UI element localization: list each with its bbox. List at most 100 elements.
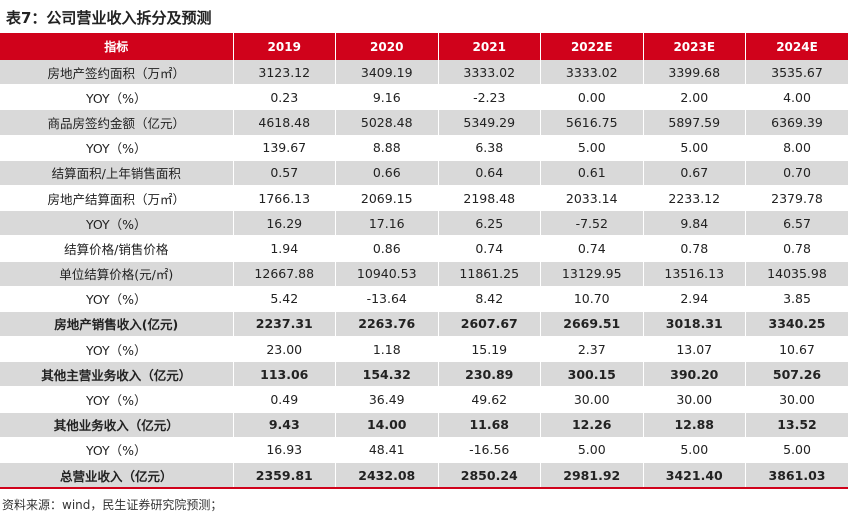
row-label: 总营业收入（亿元） [0, 462, 234, 490]
row-label: 结算面积/上年销售面积 [0, 160, 234, 186]
table-cell: 10.67 [745, 336, 848, 363]
revenue-forecast-table: 指标 2019 2020 2021 2022E 2023E 2024E 房地产签… [0, 33, 848, 490]
table-cell: 11861.25 [438, 261, 541, 287]
table-cell: -7.52 [540, 210, 644, 237]
table-cell: 154.32 [335, 361, 439, 388]
table-cell: 1.94 [233, 235, 336, 262]
table-cell: 5616.75 [540, 109, 644, 136]
table-row: 结算价格/销售价格 1.94 0.86 0.74 0.74 0.78 0.78 [0, 235, 848, 262]
table-cell: 13129.95 [540, 261, 644, 287]
table-cell: 2850.24 [438, 462, 541, 490]
table-cell: 0.57 [233, 160, 336, 186]
table-cell: 507.26 [745, 361, 848, 388]
table-cell: 0.49 [233, 386, 336, 413]
table-cell: 3409.19 [335, 60, 439, 86]
table-cell: 2669.51 [540, 311, 644, 338]
table-cell: 0.23 [233, 84, 336, 111]
table-cell: 6.25 [438, 210, 541, 237]
table-cell: 300.15 [540, 361, 644, 388]
table-cell: 0.67 [643, 160, 746, 186]
table-cell: 5028.48 [335, 109, 439, 136]
header-cell-2020: 2020 [335, 33, 439, 60]
table-body: 房地产签约面积（万㎡） 3123.12 3409.19 3333.02 3333.02 3… [0, 60, 848, 490]
table-cell: 3018.31 [643, 311, 746, 338]
table-cell: 10940.53 [335, 261, 439, 287]
table-cell: 139.67 [233, 135, 336, 161]
row-label: YOY（%） [0, 437, 234, 464]
row-label: 房地产结算面积（万㎡） [0, 185, 234, 212]
table-cell: 0.61 [540, 160, 644, 186]
table-cell: 0.66 [335, 160, 439, 186]
table-cell: 3861.03 [745, 462, 848, 490]
table-row: YOY（%） 0.49 36.49 49.62 30.00 30.00 30.00 [0, 386, 848, 413]
row-label: YOY（%） [0, 386, 234, 413]
table-row: 房地产销售收入(亿元) 2237.31 2263.76 2607.67 2669.51 3… [0, 311, 848, 338]
table-cell: 17.16 [335, 210, 439, 237]
row-label: 其他主营业务收入（亿元） [0, 361, 234, 388]
table-cell: 2033.14 [540, 185, 644, 212]
row-label: 其他业务收入（亿元） [0, 412, 234, 438]
row-label: 房地产销售收入(亿元) [0, 311, 234, 338]
table-cell: 5.00 [643, 437, 746, 464]
table-cell: 49.62 [438, 386, 541, 413]
table-cell: 3535.67 [745, 60, 848, 86]
table-cell: 0.78 [745, 235, 848, 262]
table-cell: 8.88 [335, 135, 439, 161]
table-cell: 2981.92 [540, 462, 644, 490]
table-cell: 30.00 [540, 386, 644, 413]
header-cell-indicator: 指标 [0, 33, 234, 60]
table-row: YOY（%） 5.42 -13.64 8.42 10.70 2.94 3.85 [0, 286, 848, 312]
table-cell: 0.70 [745, 160, 848, 186]
table-row: 房地产结算面积（万㎡） 1766.13 2069.15 2198.48 2033.14 2… [0, 185, 848, 212]
table-cell: 0.74 [438, 235, 541, 262]
table-cell: 4.00 [745, 84, 848, 111]
header-cell-2024e: 2024E [745, 33, 848, 60]
table-cell: 11.68 [438, 412, 541, 438]
header-cell-2022e: 2022E [540, 33, 644, 60]
table-cell: 6.38 [438, 135, 541, 161]
table-cell: 0.78 [643, 235, 746, 262]
table-cell: 3123.12 [233, 60, 336, 86]
table-cell: 16.29 [233, 210, 336, 237]
table-cell: -16.56 [438, 437, 541, 464]
table-cell: 5.00 [540, 135, 644, 161]
table-cell: 2237.31 [233, 311, 336, 338]
table-cell: 390.20 [643, 361, 746, 388]
row-label: YOY（%） [0, 210, 234, 237]
table-row: 其他业务收入（亿元） 9.43 14.00 11.68 12.26 12.88 13.52 [0, 412, 848, 438]
table-cell: 4618.48 [233, 109, 336, 136]
table-row: 其他主营业务收入（亿元） 113.06 154.32 230.89 300.15 390.… [0, 361, 848, 388]
table-row: 单位结算价格(元/㎡) 12667.88 10940.53 11861.25 13129… [0, 261, 848, 287]
table-row: 房地产签约面积（万㎡） 3123.12 3409.19 3333.02 3333.02 3… [0, 60, 848, 86]
table-cell: 12.26 [540, 412, 644, 438]
table-cell: 5.42 [233, 286, 336, 312]
header-cell-2023e: 2023E [643, 33, 746, 60]
table-cell: 5349.29 [438, 109, 541, 136]
header-row: 指标 2019 2020 2021 2022E 2023E 2024E [0, 33, 848, 60]
table-cell: 2607.67 [438, 311, 541, 338]
table-cell: 0.74 [540, 235, 644, 262]
table-cell: 5897.59 [643, 109, 746, 136]
table-cell: 10.70 [540, 286, 644, 312]
table-cell: 2263.76 [335, 311, 439, 338]
table-cell: 30.00 [643, 386, 746, 413]
table-cell: 1.18 [335, 336, 439, 363]
table-cell: 2198.48 [438, 185, 541, 212]
table-cell: 230.89 [438, 361, 541, 388]
table-cell: 6.57 [745, 210, 848, 237]
table-row: YOY（%） 16.93 48.41 -16.56 5.00 5.00 5.00 [0, 437, 848, 464]
table-title: 表7：公司营业收入拆分及预测 [6, 9, 212, 27]
table-cell: 3.85 [745, 286, 848, 312]
header-cell-2021: 2021 [438, 33, 541, 60]
table-cell: 12667.88 [233, 261, 336, 287]
table-cell: 0.64 [438, 160, 541, 186]
table-cell: -2.23 [438, 84, 541, 111]
table-cell: 113.06 [233, 361, 336, 388]
table-cell: 48.41 [335, 437, 439, 464]
table-cell: 15.19 [438, 336, 541, 363]
table-row: 总营业收入（亿元） 2359.81 2432.08 2850.24 2981.92 342… [0, 462, 848, 490]
source-note: 资料来源：wind，民生证券研究院预测； [2, 498, 223, 512]
table-cell: 36.49 [335, 386, 439, 413]
table-cell: 5.00 [745, 437, 848, 464]
